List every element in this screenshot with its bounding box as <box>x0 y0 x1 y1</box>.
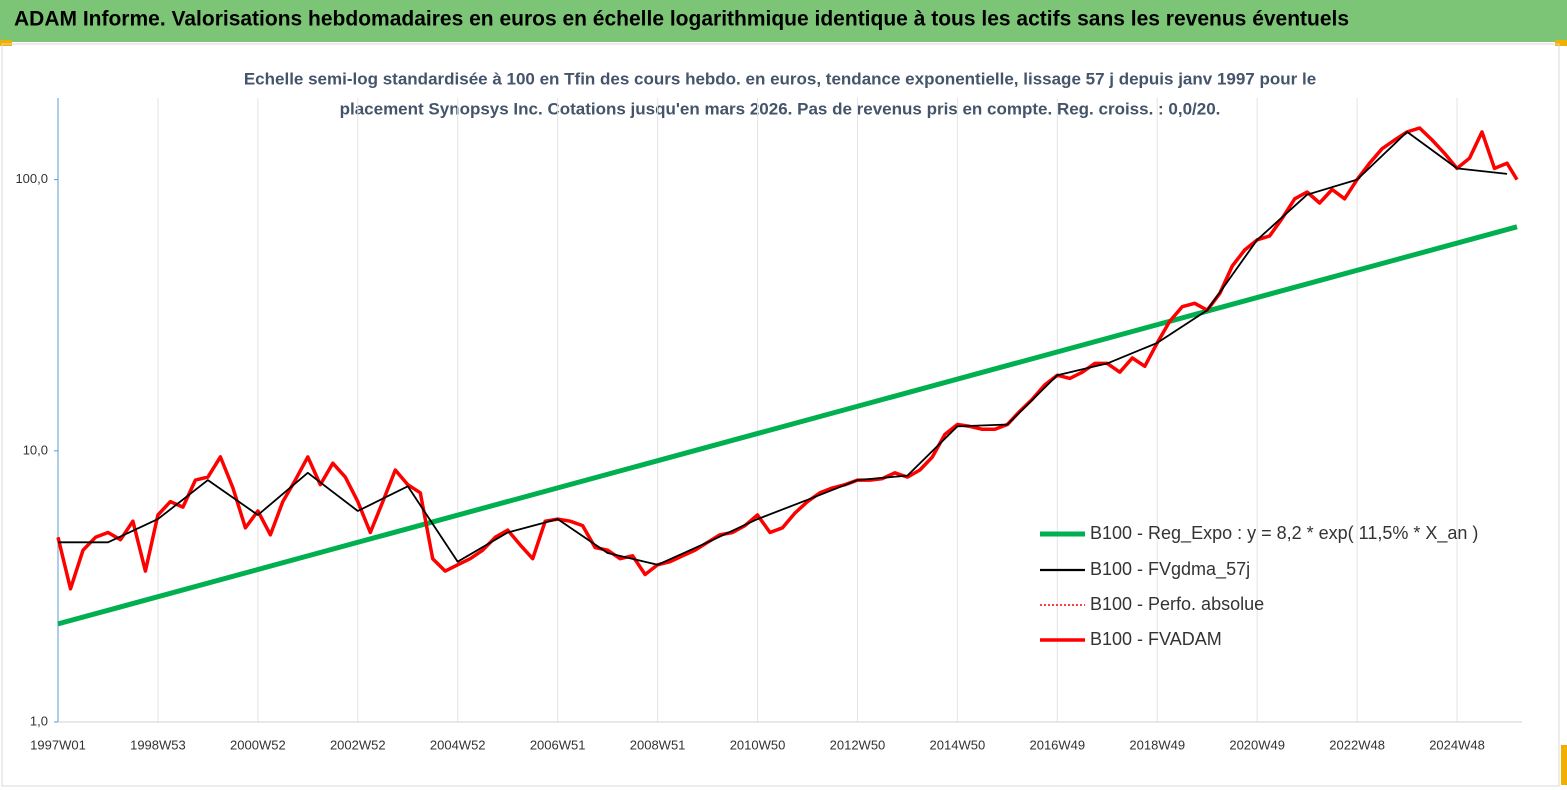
x-tick-label: 2002W52 <box>330 737 386 752</box>
y-tick-label: 1,0 <box>30 713 48 728</box>
x-tick-label: 1998W53 <box>130 737 186 752</box>
y-tick-label: 100,0 <box>15 171 48 186</box>
y-tick-label: 10,0 <box>23 442 48 457</box>
frame <box>1 43 1560 787</box>
corner <box>0 40 12 46</box>
x-tick-label: 2000W52 <box>230 737 286 752</box>
x-tick-label: 2010W50 <box>730 737 786 752</box>
subtitle: placement Synopsys Inc. Cotations jusqu'… <box>340 99 1221 118</box>
series-line <box>56 126 1519 591</box>
x-tick-label: 2022W48 <box>1329 737 1385 752</box>
x-tick-label: 2018W49 <box>1129 737 1185 752</box>
x-tick-label: 2008W51 <box>630 737 686 752</box>
x-tick-label: 2006W51 <box>530 737 586 752</box>
series-line <box>58 131 1508 566</box>
chart-title: ADAM Informe. Valorisations hebdomadaire… <box>14 8 1349 31</box>
x-tick-label: 1997W01 <box>30 737 86 752</box>
x-tick-label: 2012W50 <box>830 737 886 752</box>
x-tick-label: 2024W48 <box>1429 737 1485 752</box>
subtitle: Echelle semi-log standardisée à 100 en T… <box>244 69 1316 88</box>
x-tick-label: 2004W52 <box>430 737 486 752</box>
x-tick-label: 2014W50 <box>930 737 986 752</box>
legend-label: B100 - FVgdma_57j <box>1090 559 1250 580</box>
x-tick-label: 2020W49 <box>1229 737 1285 752</box>
banner <box>0 0 1567 42</box>
legend-label: B100 - Reg_Expo : y = 8,2 * exp( 11,5% *… <box>1090 523 1478 544</box>
corner <box>1555 40 1567 46</box>
x-tick-label: 2016W49 <box>1029 737 1085 752</box>
series-line <box>57 224 1518 627</box>
legend-label: B100 - FVADAM <box>1090 629 1222 649</box>
legend-label: B100 - Perfo. absolue <box>1090 594 1264 614</box>
corner <box>1561 745 1567 785</box>
